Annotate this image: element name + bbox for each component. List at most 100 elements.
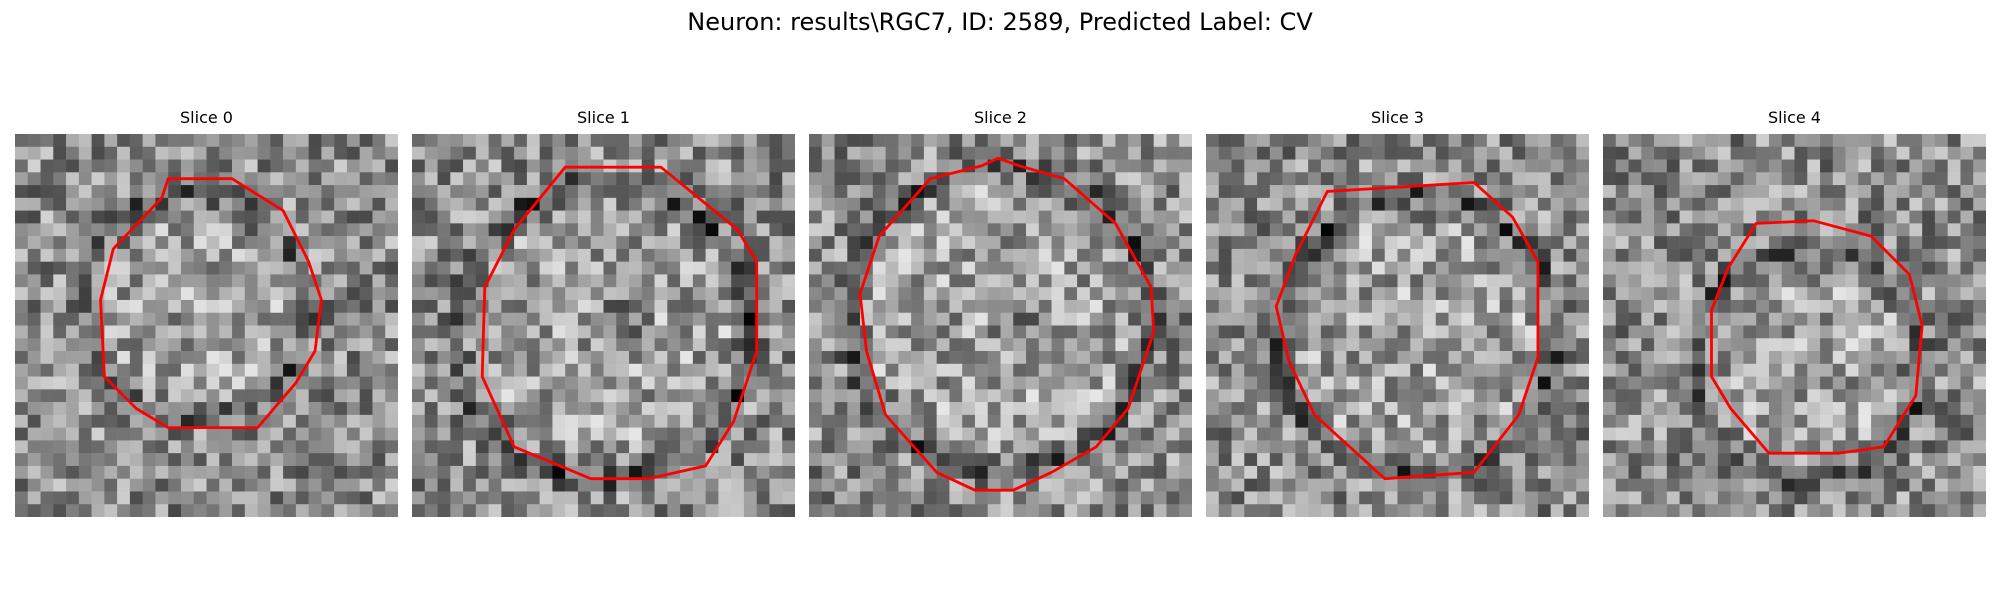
pixel bbox=[552, 465, 566, 479]
pixel bbox=[308, 197, 322, 211]
pixel bbox=[1858, 414, 1872, 428]
pixel bbox=[372, 491, 386, 505]
pixel bbox=[911, 465, 925, 479]
pixel bbox=[1474, 325, 1488, 339]
pixel bbox=[962, 504, 976, 517]
pixel bbox=[654, 376, 668, 390]
pixel bbox=[1102, 274, 1116, 288]
pixel bbox=[334, 504, 348, 517]
pixel bbox=[1397, 274, 1411, 288]
pixel bbox=[142, 274, 156, 288]
pixel bbox=[104, 453, 118, 467]
pixel bbox=[1231, 440, 1245, 454]
pixel bbox=[911, 351, 925, 365]
pixel bbox=[1896, 248, 1910, 262]
pixel bbox=[1231, 389, 1245, 403]
pixel bbox=[1257, 261, 1271, 275]
pixel bbox=[1922, 478, 1936, 492]
pixel bbox=[1692, 491, 1706, 505]
pixel bbox=[1960, 491, 1974, 505]
pixel bbox=[731, 491, 745, 505]
pixel bbox=[923, 299, 937, 313]
pixel bbox=[565, 312, 579, 326]
pixel bbox=[501, 159, 515, 173]
pixel bbox=[1973, 504, 1986, 517]
pixel bbox=[1973, 363, 1986, 377]
pixel bbox=[743, 210, 757, 224]
pixel bbox=[616, 389, 630, 403]
pixel bbox=[359, 172, 373, 186]
pixel bbox=[1922, 414, 1936, 428]
pixel bbox=[1871, 197, 1885, 211]
pixel bbox=[463, 146, 477, 160]
pixel bbox=[1051, 299, 1065, 313]
pixel bbox=[104, 389, 118, 403]
pixel bbox=[1051, 351, 1065, 365]
pixel bbox=[1333, 402, 1347, 416]
pixel bbox=[1794, 504, 1808, 517]
pixel bbox=[1333, 159, 1347, 173]
pixel bbox=[219, 504, 233, 517]
pixel bbox=[180, 223, 194, 237]
pixel bbox=[1089, 248, 1103, 262]
pixel bbox=[847, 197, 861, 211]
pixel bbox=[1051, 389, 1065, 403]
pixel bbox=[1934, 197, 1948, 211]
pixel bbox=[667, 223, 681, 237]
pixel bbox=[1013, 491, 1027, 505]
pixel bbox=[552, 427, 566, 441]
pixel bbox=[1973, 287, 1986, 301]
pixel bbox=[565, 440, 579, 454]
pixel bbox=[1077, 351, 1091, 365]
pixel bbox=[1692, 299, 1706, 313]
pixel bbox=[1692, 325, 1706, 339]
pixel bbox=[1499, 504, 1513, 517]
pixel bbox=[1102, 491, 1116, 505]
pixel bbox=[424, 146, 438, 160]
pixel bbox=[821, 261, 835, 275]
pixel bbox=[603, 274, 617, 288]
pixel bbox=[1781, 440, 1795, 454]
pixel bbox=[372, 389, 386, 403]
pixel bbox=[629, 197, 643, 211]
pixel bbox=[219, 312, 233, 326]
pixel bbox=[1947, 351, 1961, 365]
pixel bbox=[1615, 453, 1629, 467]
pixel bbox=[809, 159, 823, 173]
pixel bbox=[577, 325, 591, 339]
pixel bbox=[1563, 504, 1577, 517]
pixel bbox=[1346, 210, 1360, 224]
pixel bbox=[718, 146, 732, 160]
pixel bbox=[334, 440, 348, 454]
pixel bbox=[359, 453, 373, 467]
pixel bbox=[424, 134, 438, 148]
pixel bbox=[860, 453, 874, 467]
pixel bbox=[1218, 146, 1232, 160]
pixel bbox=[385, 338, 398, 352]
pixel bbox=[1026, 261, 1040, 275]
pixel bbox=[372, 440, 386, 454]
pixel bbox=[463, 427, 477, 441]
pixel bbox=[437, 248, 451, 262]
pixel bbox=[1026, 312, 1040, 326]
pixel bbox=[463, 287, 477, 301]
pixel bbox=[437, 427, 451, 441]
pixel bbox=[731, 440, 745, 454]
pixel bbox=[1922, 248, 1936, 262]
pixel bbox=[552, 363, 566, 377]
pixel bbox=[270, 261, 284, 275]
pixel bbox=[1244, 248, 1258, 262]
pixel bbox=[565, 236, 579, 250]
pixel bbox=[809, 338, 823, 352]
pixel bbox=[66, 223, 80, 237]
pixel bbox=[78, 185, 92, 199]
pixel bbox=[1628, 172, 1642, 186]
pixel bbox=[1756, 299, 1770, 313]
pixel bbox=[1883, 172, 1897, 186]
pixel bbox=[1269, 325, 1283, 339]
pixel bbox=[565, 338, 579, 352]
pixel bbox=[936, 146, 950, 160]
pixel bbox=[1845, 248, 1859, 262]
pixel bbox=[1461, 504, 1475, 517]
pixel bbox=[1692, 134, 1706, 148]
